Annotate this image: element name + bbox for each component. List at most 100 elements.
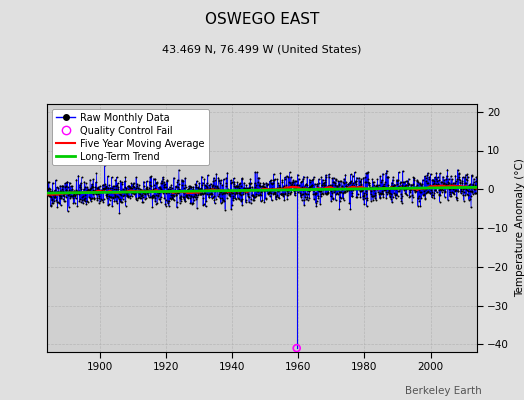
- Point: [368, 179, 377, 186]
- Point: [355, 183, 363, 189]
- Point: [394, 187, 402, 194]
- Point: [149, 175, 158, 182]
- Point: [472, 190, 480, 196]
- Point: [194, 189, 202, 196]
- Point: [461, 192, 470, 198]
- Point: [160, 184, 169, 190]
- Point: [368, 176, 377, 182]
- Point: [252, 193, 260, 200]
- Point: [293, 181, 301, 188]
- Point: [312, 197, 321, 204]
- Point: [48, 200, 57, 206]
- Point: [106, 194, 115, 200]
- Point: [158, 188, 167, 194]
- Point: [233, 190, 242, 196]
- Point: [367, 192, 376, 199]
- Point: [432, 189, 441, 196]
- Point: [55, 200, 63, 206]
- Point: [88, 181, 96, 188]
- Point: [401, 190, 409, 196]
- Point: [166, 186, 174, 192]
- Point: [138, 187, 146, 194]
- Point: [56, 193, 64, 199]
- Point: [430, 190, 439, 196]
- Point: [44, 192, 52, 198]
- Point: [71, 192, 80, 198]
- Point: [192, 182, 200, 188]
- Point: [284, 190, 292, 197]
- Point: [179, 184, 188, 191]
- Point: [56, 195, 64, 201]
- Point: [78, 174, 86, 180]
- Point: [214, 178, 223, 185]
- Point: [428, 176, 436, 183]
- Point: [348, 193, 356, 200]
- Point: [200, 176, 209, 182]
- Point: [73, 203, 82, 209]
- Point: [407, 185, 415, 191]
- Point: [466, 195, 474, 202]
- Point: [159, 176, 167, 182]
- Point: [202, 198, 211, 204]
- Point: [228, 190, 236, 196]
- Point: [420, 191, 429, 197]
- Point: [352, 178, 360, 184]
- Point: [339, 179, 347, 185]
- Point: [355, 174, 363, 181]
- Point: [269, 190, 277, 197]
- Point: [371, 195, 379, 201]
- Point: [69, 200, 78, 206]
- Point: [219, 196, 227, 203]
- Point: [247, 200, 255, 206]
- Point: [328, 182, 336, 188]
- Point: [267, 186, 275, 192]
- Point: [330, 178, 339, 185]
- Point: [450, 188, 458, 194]
- Point: [164, 189, 172, 195]
- Point: [264, 190, 272, 196]
- Point: [337, 189, 345, 196]
- Point: [115, 189, 123, 196]
- Point: [193, 194, 201, 200]
- Point: [60, 198, 69, 204]
- Point: [196, 191, 205, 197]
- Point: [201, 189, 209, 196]
- Point: [153, 180, 161, 186]
- Point: [343, 186, 352, 193]
- Point: [178, 176, 186, 183]
- Point: [185, 184, 193, 191]
- Point: [366, 184, 374, 190]
- Point: [352, 178, 360, 184]
- Point: [418, 185, 426, 191]
- Point: [345, 186, 353, 193]
- Point: [208, 182, 216, 189]
- Point: [290, 186, 299, 192]
- Point: [280, 185, 288, 192]
- Point: [409, 174, 418, 181]
- Point: [188, 200, 196, 207]
- Point: [360, 201, 368, 207]
- Point: [163, 188, 171, 194]
- Point: [368, 184, 376, 191]
- Point: [66, 193, 74, 200]
- Point: [418, 192, 427, 198]
- Point: [355, 188, 364, 194]
- Point: [170, 187, 179, 193]
- Point: [354, 186, 362, 192]
- Point: [288, 181, 297, 187]
- Point: [415, 193, 423, 200]
- Point: [470, 186, 478, 192]
- Point: [96, 188, 105, 194]
- Point: [248, 187, 256, 193]
- Point: [261, 185, 269, 192]
- Point: [205, 194, 214, 200]
- Point: [460, 197, 468, 204]
- Point: [243, 186, 251, 192]
- Point: [414, 203, 422, 209]
- Point: [459, 186, 467, 192]
- Point: [46, 186, 54, 192]
- Point: [431, 176, 440, 182]
- Point: [401, 186, 410, 193]
- Point: [261, 194, 270, 201]
- Point: [139, 190, 147, 196]
